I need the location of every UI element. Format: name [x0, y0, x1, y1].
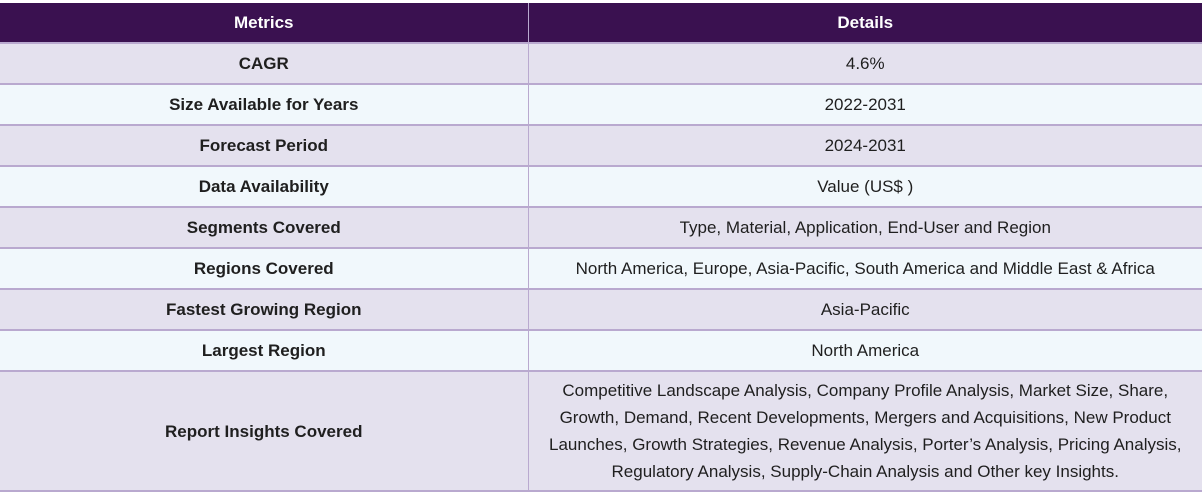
detail-cell: 4.6%: [528, 43, 1202, 85]
metric-cell: Regions Covered: [0, 248, 529, 290]
detail-cell: North America, Europe, Asia-Pacific, Sou…: [528, 248, 1202, 290]
detail-cell: 2022-2031: [528, 84, 1202, 126]
table-row-cagr: CAGR 4.6%: [0, 43, 1202, 85]
table-row-forecast-period: Forecast Period 2024-2031: [0, 125, 1202, 167]
table-row-report-insights: Report Insights Covered Competitive Land…: [0, 371, 1202, 492]
details-column-header: Details: [528, 3, 1202, 44]
metric-cell: Data Availability: [0, 166, 529, 208]
metric-cell: Fastest Growing Region: [0, 289, 529, 331]
metric-cell: CAGR: [0, 43, 529, 85]
metrics-column-header: Metrics: [0, 3, 529, 44]
detail-cell: Type, Material, Application, End-User an…: [528, 207, 1202, 249]
metric-cell: Report Insights Covered: [0, 371, 529, 492]
detail-cell: North America: [528, 330, 1202, 372]
table-row-size-available: Size Available for Years 2022-2031: [0, 84, 1202, 126]
metric-cell: Size Available for Years: [0, 84, 529, 126]
table-row-largest-region: Largest Region North America: [0, 330, 1202, 372]
table-row-regions-covered: Regions Covered North America, Europe, A…: [0, 248, 1202, 290]
report-metrics-table-container: Metrics Details CAGR 4.6% Size Available…: [0, 3, 1202, 492]
table-header-row: Metrics Details: [0, 3, 1202, 44]
table-row-fastest-growing-region: Fastest Growing Region Asia-Pacific: [0, 289, 1202, 331]
report-metrics-table: Metrics Details CAGR 4.6% Size Available…: [0, 3, 1202, 492]
table-row-segments-covered: Segments Covered Type, Material, Applica…: [0, 207, 1202, 249]
detail-cell: Asia-Pacific: [528, 289, 1202, 331]
metric-cell: Segments Covered: [0, 207, 529, 249]
table-row-data-availability: Data Availability Value (US$ ): [0, 166, 1202, 208]
metric-cell: Forecast Period: [0, 125, 529, 167]
detail-cell: Competitive Landscape Analysis, Company …: [528, 371, 1202, 492]
detail-cell: 2024-2031: [528, 125, 1202, 167]
detail-cell: Value (US$ ): [528, 166, 1202, 208]
metric-cell: Largest Region: [0, 330, 529, 372]
